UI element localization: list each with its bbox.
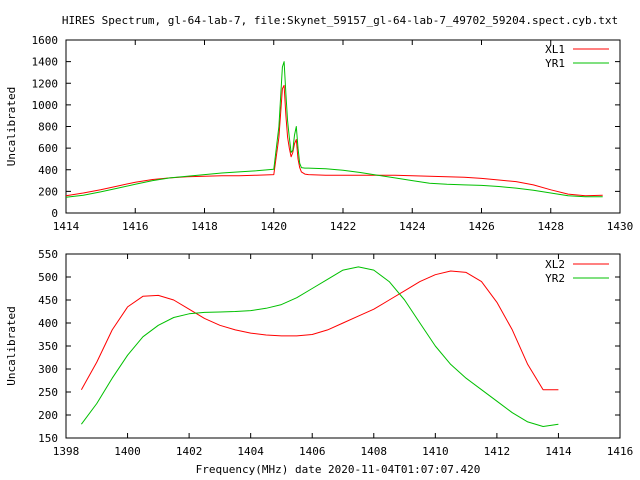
y-tick-label: 800	[38, 121, 58, 134]
lower-spectrum-plot: 1398 1400 1402 1404 1406 1408 1410 1412 1414 1416…	[5, 248, 633, 458]
x-tick-label: 1430	[607, 220, 634, 233]
series-line-yr2	[80, 266, 559, 427]
x-tick-label: 1408	[361, 445, 388, 458]
y-axis-label: Uncalibrated	[5, 306, 18, 385]
series-line-xl2	[80, 270, 559, 391]
y-tick-label: 200	[38, 409, 58, 422]
y-tick-label: 400	[38, 317, 58, 330]
y-tick-label: 1200	[32, 77, 59, 90]
x-tick-label: 1400	[114, 445, 141, 458]
upper-spectrum-plot: 1414 1416 1418 1420 1422 1424 1426 1428 1430 0 200…	[5, 34, 633, 233]
y-tick-label: 350	[38, 340, 58, 353]
x-tick-label: 1406	[299, 445, 326, 458]
x-tick-label: 1398	[53, 445, 80, 458]
x-tick-label: 1412	[484, 445, 511, 458]
y-tick-label: 1000	[32, 99, 59, 112]
y-tick-label: 400	[38, 164, 58, 177]
legend-label-xl1: XL1	[545, 43, 565, 56]
x-tick-label: 1426	[468, 220, 495, 233]
y-tick-label: 250	[38, 386, 58, 399]
x-axis-label: Frequency(MHz) date 2020-11-04T01:07:07.…	[196, 463, 481, 476]
x-tick-label: 1428	[538, 220, 565, 233]
x-tick-label: 1416	[607, 445, 634, 458]
x-tick-label: 1424	[399, 220, 426, 233]
x-tick-label: 1404	[237, 445, 264, 458]
y-tick-label: 150	[38, 432, 58, 445]
y-tick-label: 300	[38, 363, 58, 376]
figure-title: HIRES Spectrum, gl-64-lab-7, file:Skynet…	[62, 14, 618, 27]
series-line-yr1	[65, 61, 603, 198]
x-tick-label: 1420	[261, 220, 288, 233]
legend-label-yr1: YR1	[545, 57, 565, 70]
legend-label-xl2: XL2	[545, 258, 565, 271]
y-tick-label: 1600	[32, 34, 59, 47]
y-tick-label: 1400	[32, 56, 59, 69]
x-tick-label: 1418	[191, 220, 218, 233]
y-tick-label: 550	[38, 248, 58, 261]
y-tick-label: 200	[38, 185, 58, 198]
y-tick-label: 0	[51, 207, 58, 220]
x-tick-label: 1414	[545, 445, 572, 458]
x-tick-label: 1414	[53, 220, 80, 233]
x-tick-label: 1410	[422, 445, 449, 458]
y-tick-label: 450	[38, 294, 58, 307]
x-tick-label: 1422	[330, 220, 357, 233]
x-tick-label: 1416	[122, 220, 149, 233]
y-axis-label: Uncalibrated	[5, 87, 18, 166]
legend-label-yr2: YR2	[545, 272, 565, 285]
y-tick-label: 600	[38, 142, 58, 155]
y-tick-label: 500	[38, 271, 58, 284]
series-line-xl1	[65, 84, 603, 197]
x-tick-label: 1402	[176, 445, 203, 458]
